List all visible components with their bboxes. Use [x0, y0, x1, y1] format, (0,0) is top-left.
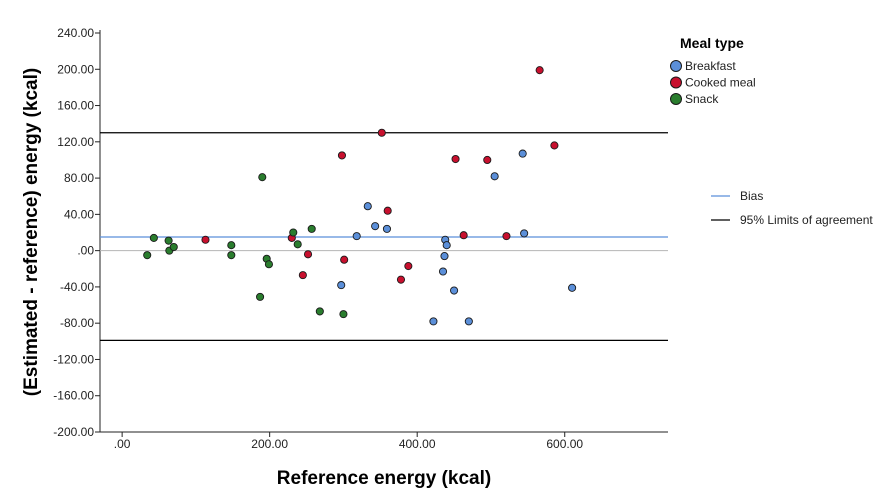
data-point-cooked-meal [535, 66, 544, 75]
data-point-snack [164, 236, 173, 245]
data-point-cooked-meal [459, 231, 468, 240]
y-tick-label: -80.00 [60, 316, 94, 330]
data-point-cooked-meal [340, 255, 349, 264]
data-point-breakfast [429, 317, 438, 326]
data-point-breakfast [568, 283, 577, 292]
data-point-breakfast [518, 149, 527, 158]
y-tick-label: 40.00 [64, 207, 94, 221]
data-point-cooked-meal [483, 155, 492, 165]
data-point-breakfast [440, 252, 449, 261]
data-point-cooked-meal [502, 232, 511, 241]
data-point-breakfast [438, 267, 448, 276]
data-point-breakfast [442, 241, 451, 250]
data-point-snack [143, 251, 152, 260]
y-tick-label: -120.00 [53, 352, 94, 366]
data-point-breakfast [520, 229, 529, 238]
data-point-snack [315, 307, 324, 316]
y-tick-label: 160.00 [57, 99, 94, 113]
lines-legend: Bias 95% Limits of agreement [711, 189, 873, 227]
y-tick-label: 240.00 [57, 26, 94, 40]
data-point-snack [169, 242, 178, 252]
y-tick-label: -200.00 [53, 425, 94, 439]
y-tick-label: 120.00 [57, 135, 94, 149]
legend-marker-breakfast [670, 60, 682, 72]
legend-title: Meal type [680, 35, 744, 51]
data-point-cooked-meal [337, 151, 347, 160]
y-tick-label: 200.00 [57, 62, 94, 76]
data-point-snack [264, 260, 273, 269]
y-axis-ticks: 240.00 200.00 160.00 120.00 80.00 40.00 .00 -40… [53, 26, 100, 439]
data-point-snack [227, 241, 236, 250]
data-point-cooked-meal [383, 206, 392, 215]
data-point-cooked-meal [201, 235, 210, 244]
data-point-cooked-meal [303, 250, 313, 259]
data-point-breakfast [337, 281, 346, 290]
data-point-breakfast [363, 202, 372, 211]
data-point-breakfast [464, 317, 473, 326]
x-tick-label: .00 [114, 437, 131, 451]
scatter-points [143, 66, 577, 326]
data-point-snack [289, 228, 298, 237]
data-point-cooked-meal [451, 154, 460, 164]
data-point-cooked-meal [298, 271, 307, 280]
x-tick-label: 400.00 [399, 437, 436, 451]
x-axis-title: Reference energy (kcal) [277, 468, 491, 489]
y-tick-label: 80.00 [64, 171, 94, 185]
legend-line-label-bias: Bias [740, 189, 763, 203]
data-point-snack [293, 240, 302, 249]
y-tick-label: -40.00 [60, 280, 94, 294]
x-axis-ticks: .00 200.00 400.00 600.00 [114, 432, 583, 451]
legend-label-cooked-meal: Cooked meal [685, 76, 756, 90]
data-point-cooked-meal [404, 262, 413, 271]
legend-marker-snack [670, 93, 682, 105]
data-point-snack [307, 224, 316, 233]
data-point-cooked-meal [550, 141, 559, 150]
y-tick-label: .00 [77, 244, 94, 258]
legend-label-snack: Snack [685, 92, 719, 106]
data-point-breakfast [371, 222, 380, 231]
y-tick-label: -160.00 [53, 389, 94, 403]
data-point-snack [339, 310, 348, 319]
data-point-breakfast [490, 172, 499, 181]
legend-label-breakfast: Breakfast [685, 59, 736, 73]
data-point-breakfast [352, 232, 361, 241]
data-point-cooked-meal [377, 128, 386, 137]
legend-marker-cooked-meal [670, 76, 682, 89]
data-point-snack [256, 292, 265, 301]
data-point-breakfast [382, 224, 392, 233]
data-point-snack [258, 173, 267, 182]
data-point-snack [227, 251, 236, 260]
x-tick-label: 200.00 [251, 437, 288, 451]
series-legend: Meal type Breakfast Cooked meal Snack [670, 35, 756, 106]
legend-line-label-95-limits-of-agreement: 95% Limits of agreement [740, 213, 873, 227]
x-tick-label: 600.00 [546, 437, 583, 451]
data-point-snack [149, 233, 158, 242]
data-point-cooked-meal [396, 275, 406, 284]
data-point-breakfast [450, 286, 459, 295]
y-axis-title: (Estimated - reference) energy (kcal) [21, 68, 42, 396]
